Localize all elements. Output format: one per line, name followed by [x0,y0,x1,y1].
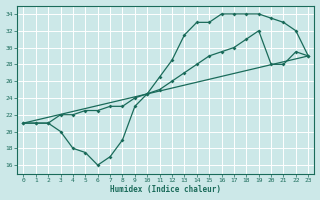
X-axis label: Humidex (Indice chaleur): Humidex (Indice chaleur) [110,185,221,194]
